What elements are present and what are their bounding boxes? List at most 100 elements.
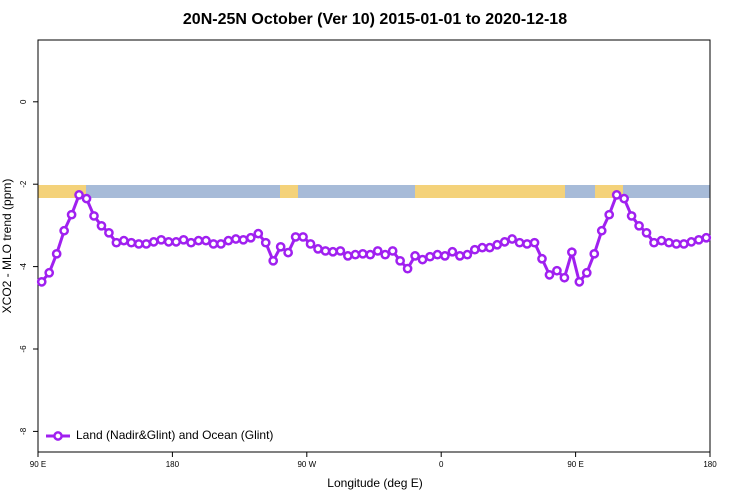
y-axis-label: XCO2 - MLO trend (ppm) — [0, 179, 14, 314]
data-point — [469, 244, 480, 255]
data-point — [275, 241, 286, 252]
data-point — [611, 190, 622, 200]
y-tick-label: -4 — [19, 262, 28, 270]
data-point — [425, 251, 435, 262]
data-point — [335, 246, 346, 256]
data-point — [477, 242, 488, 253]
legend-marker — [53, 431, 63, 441]
data-point — [365, 249, 376, 260]
data-point — [664, 237, 674, 248]
data-point — [51, 248, 62, 259]
data-point — [574, 276, 585, 287]
land — [415, 185, 565, 198]
data-point — [350, 249, 361, 260]
data-point — [402, 263, 413, 274]
legend-label: Land (Nadir&Glint) and Ocean (Glint) — [76, 428, 273, 442]
x-tick-label: 0 — [439, 460, 444, 469]
data-point — [208, 239, 219, 249]
x-axis-label: Longitude (deg E) — [327, 476, 422, 490]
x-tick-label: 180 — [703, 460, 717, 469]
data-point — [216, 239, 226, 249]
data-point — [133, 239, 144, 249]
data-point — [686, 237, 697, 247]
data-point — [283, 247, 293, 258]
data-point — [641, 227, 652, 238]
x-tick-label: 90 W — [297, 460, 316, 469]
data-point — [201, 235, 211, 246]
data-point — [656, 235, 667, 246]
y-tick-label: 0 — [19, 99, 28, 104]
data-point — [66, 209, 77, 220]
data-point — [148, 237, 159, 247]
data-point — [380, 249, 391, 260]
data-point — [313, 244, 323, 254]
data-point — [223, 235, 234, 246]
data-point — [417, 254, 428, 265]
x-tick-label: 180 — [166, 460, 180, 469]
data-point — [410, 251, 420, 261]
data-point — [492, 239, 503, 250]
data-point — [447, 246, 458, 257]
y-tick-label: -8 — [19, 427, 28, 435]
data-point — [671, 239, 682, 249]
y-tick-label: -2 — [19, 180, 28, 188]
map-strip — [38, 185, 710, 198]
x-tick-label: 90 E — [567, 460, 583, 469]
data-point — [81, 193, 92, 204]
data-point — [537, 253, 547, 264]
plot-frame — [37, 39, 711, 453]
data-point — [44, 267, 55, 278]
data-point — [298, 232, 308, 242]
data-point — [544, 269, 555, 280]
data-point — [522, 239, 532, 249]
data-point — [589, 248, 600, 259]
data-point — [193, 235, 204, 246]
x-tick-label: 90 E — [30, 460, 46, 469]
data-point — [372, 246, 383, 256]
y-tick-label: -6 — [19, 345, 28, 353]
data-point — [559, 272, 570, 283]
data-point — [231, 234, 241, 244]
data-point — [156, 234, 167, 245]
data-point — [387, 246, 398, 256]
data-point — [357, 248, 368, 259]
data-point — [59, 225, 69, 236]
data-point — [253, 228, 264, 239]
data-point — [619, 193, 629, 204]
data-point — [455, 251, 465, 261]
data-point — [268, 255, 279, 266]
data-point — [440, 251, 450, 261]
data-point — [701, 232, 712, 243]
data-point — [432, 249, 443, 260]
data-point — [89, 211, 99, 221]
series-line — [40, 192, 707, 286]
data-point — [178, 234, 189, 245]
data-point — [36, 276, 47, 287]
data-point — [186, 237, 196, 248]
data-point — [499, 237, 510, 247]
data-point — [567, 247, 577, 258]
data-point — [395, 255, 405, 266]
data-point — [343, 251, 353, 261]
data-point — [529, 237, 540, 248]
data-point — [74, 190, 84, 200]
data-point — [290, 232, 301, 242]
chart-title: 20N-25N October (Ver 10) 2015-01-01 to 2… — [183, 11, 567, 28]
data-point — [96, 220, 107, 231]
data-point — [649, 237, 659, 248]
data-point — [141, 239, 152, 249]
data-point — [328, 246, 338, 257]
data-point — [596, 225, 607, 236]
data-point — [514, 237, 525, 248]
land — [280, 185, 298, 198]
data-point — [581, 267, 592, 278]
data-point — [507, 234, 517, 244]
land — [38, 185, 86, 198]
data-point — [111, 237, 122, 248]
data-point — [119, 235, 129, 246]
data-point — [238, 234, 249, 245]
data-point — [104, 227, 114, 238]
data-point — [163, 237, 174, 247]
data-point — [604, 209, 615, 220]
